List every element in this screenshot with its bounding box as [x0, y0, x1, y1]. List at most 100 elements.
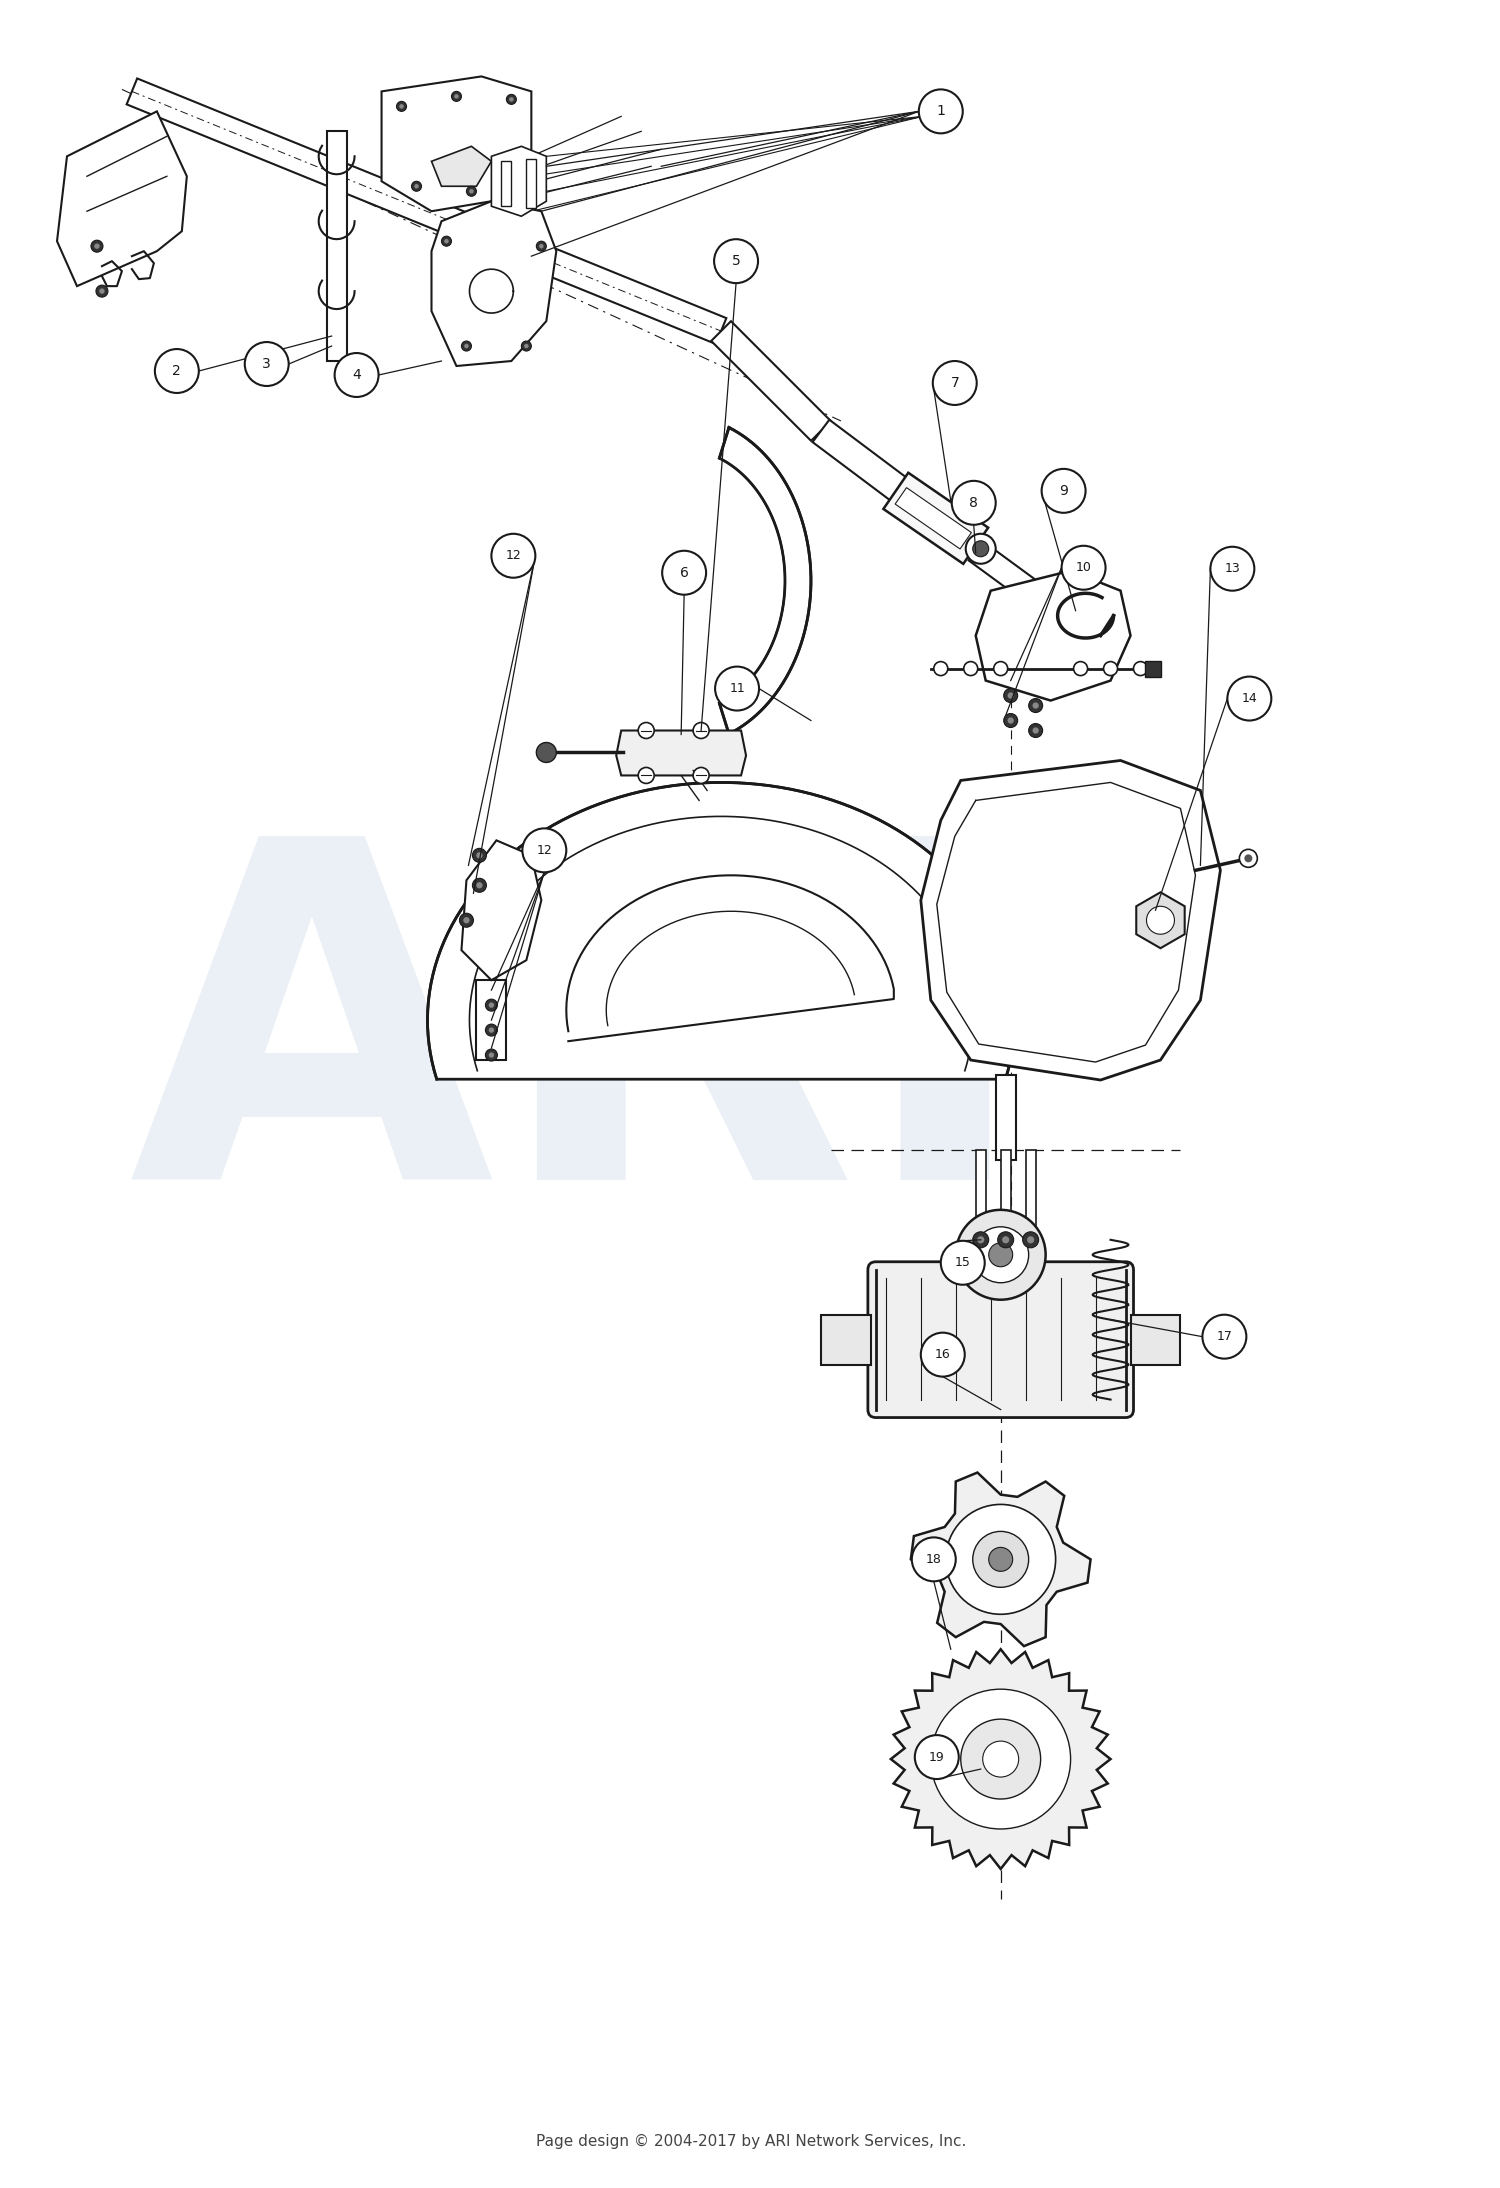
Text: 11: 11 [729, 683, 746, 696]
Text: 10: 10 [1076, 562, 1092, 573]
Polygon shape [975, 571, 1131, 700]
Circle shape [94, 243, 99, 249]
Circle shape [459, 912, 474, 928]
Circle shape [1104, 661, 1118, 676]
Polygon shape [896, 488, 972, 549]
Circle shape [662, 551, 706, 595]
Circle shape [952, 481, 996, 525]
Circle shape [1029, 698, 1042, 713]
Text: 3: 3 [262, 357, 272, 372]
Circle shape [1028, 1236, 1033, 1243]
Text: 8: 8 [969, 497, 978, 510]
Text: 15: 15 [956, 1256, 970, 1269]
Circle shape [537, 241, 546, 252]
Circle shape [414, 184, 419, 188]
Circle shape [1023, 1232, 1038, 1247]
Circle shape [486, 1024, 498, 1037]
Text: 12: 12 [537, 845, 552, 858]
Polygon shape [910, 1473, 1090, 1645]
Polygon shape [462, 840, 542, 980]
Circle shape [489, 1002, 494, 1009]
Circle shape [96, 284, 108, 298]
Circle shape [334, 352, 378, 396]
Text: 7: 7 [951, 376, 958, 389]
Circle shape [988, 1547, 1012, 1571]
Circle shape [509, 96, 513, 101]
Polygon shape [126, 79, 726, 344]
Circle shape [477, 851, 483, 858]
Circle shape [1146, 906, 1174, 934]
Circle shape [934, 661, 948, 676]
Circle shape [464, 917, 470, 923]
Circle shape [486, 1000, 498, 1011]
Polygon shape [381, 77, 531, 212]
Circle shape [489, 1028, 494, 1033]
Circle shape [1227, 676, 1272, 720]
Circle shape [716, 667, 759, 711]
Polygon shape [477, 980, 507, 1059]
Circle shape [993, 661, 1008, 676]
Circle shape [1032, 702, 1040, 709]
Polygon shape [567, 875, 894, 1041]
Circle shape [1239, 849, 1257, 866]
Circle shape [154, 350, 200, 394]
Circle shape [466, 186, 477, 197]
Circle shape [522, 829, 567, 873]
Circle shape [1004, 713, 1017, 729]
Circle shape [522, 341, 531, 350]
Circle shape [966, 534, 996, 565]
Circle shape [399, 105, 404, 109]
Polygon shape [1137, 893, 1185, 947]
Polygon shape [1131, 1315, 1180, 1365]
Circle shape [1002, 1236, 1010, 1243]
Circle shape [477, 882, 483, 888]
Circle shape [92, 241, 104, 252]
Text: ARI: ARI [129, 823, 1034, 1278]
Circle shape [489, 1052, 494, 1057]
Circle shape [933, 361, 976, 405]
Text: 4: 4 [352, 368, 362, 383]
Polygon shape [884, 473, 989, 565]
Circle shape [454, 94, 459, 98]
Text: 9: 9 [1059, 484, 1068, 499]
Circle shape [921, 1332, 964, 1376]
Text: 5: 5 [732, 254, 741, 269]
Polygon shape [1026, 1151, 1035, 1230]
Circle shape [1245, 853, 1252, 862]
Circle shape [988, 1243, 1012, 1267]
Circle shape [1029, 724, 1042, 737]
Polygon shape [432, 147, 492, 186]
Circle shape [441, 236, 452, 247]
Circle shape [940, 1241, 984, 1284]
Text: Page design © 2004-2017 by ARI Network Services, Inc.: Page design © 2004-2017 by ARI Network S… [536, 2133, 966, 2149]
Text: 1: 1 [936, 105, 945, 118]
Circle shape [963, 661, 978, 676]
Polygon shape [526, 160, 537, 208]
Circle shape [714, 238, 758, 282]
Polygon shape [492, 147, 546, 217]
Polygon shape [57, 112, 188, 287]
Circle shape [411, 182, 422, 190]
Circle shape [472, 877, 486, 893]
Circle shape [638, 722, 654, 740]
Polygon shape [891, 1650, 1110, 1869]
Circle shape [538, 243, 543, 249]
Circle shape [1004, 689, 1017, 702]
Circle shape [524, 344, 528, 348]
FancyBboxPatch shape [868, 1262, 1134, 1418]
Text: 18: 18 [926, 1553, 942, 1567]
Polygon shape [821, 1315, 872, 1365]
Polygon shape [427, 783, 1014, 1079]
Circle shape [915, 1735, 958, 1779]
Text: 14: 14 [1242, 691, 1257, 705]
Polygon shape [813, 420, 909, 501]
Polygon shape [720, 427, 812, 733]
Circle shape [1062, 545, 1106, 591]
Circle shape [1210, 547, 1254, 591]
Circle shape [1074, 661, 1088, 676]
Circle shape [452, 92, 462, 101]
Text: 12: 12 [506, 549, 520, 562]
Circle shape [1008, 691, 1014, 698]
Circle shape [920, 90, 963, 133]
Polygon shape [432, 201, 556, 365]
